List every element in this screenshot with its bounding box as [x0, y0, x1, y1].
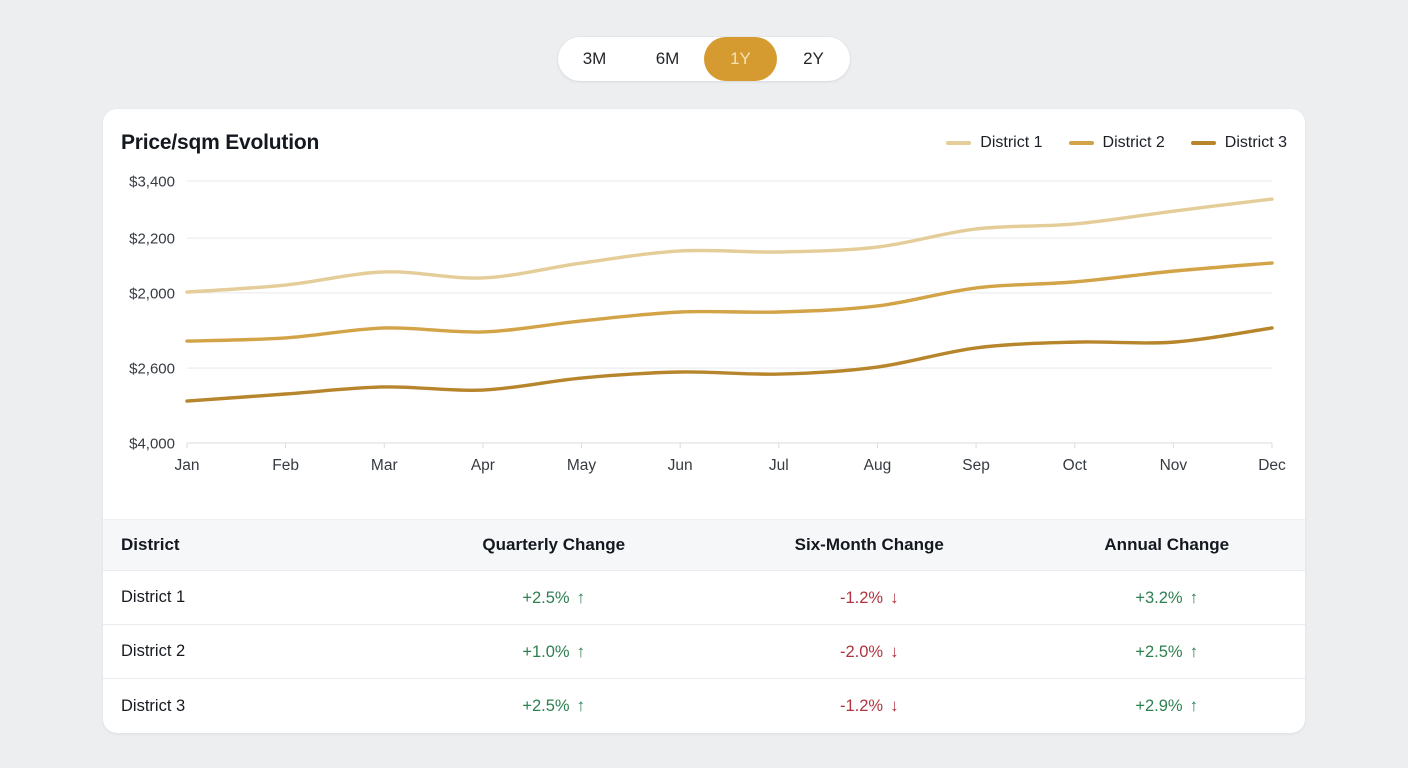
table-header-six-month: Six-Month Change	[794, 535, 944, 554]
x-axis-label: Feb	[272, 457, 299, 474]
legend-item-district-1: District 1	[946, 134, 1043, 152]
trend-up-icon: ↑	[576, 696, 586, 715]
x-axis-label: Jul	[769, 457, 789, 474]
legend-swatch-district-2	[1068, 141, 1094, 145]
change-value: +2.5% ↑	[1135, 641, 1199, 661]
table-header-annual: Annual Change	[1104, 535, 1230, 554]
six-month-change-cell: -1.2% ↓	[710, 588, 1029, 608]
annual-change-cell: +2.9% ↑	[1029, 696, 1305, 716]
change-text: +1.0%	[522, 642, 570, 661]
table-header-quarterly: Quarterly Change	[482, 535, 626, 554]
legend-label-district-1: District 1	[980, 134, 1043, 151]
timeframe-2y-button[interactable]: 2Y	[777, 37, 850, 81]
table-row-district-3: District 3 +2.5% ↑ -1.2% ↓ +2.9% ↑	[103, 679, 1305, 733]
change-text: +2.5%	[522, 697, 570, 715]
change-value: +2.5% ↑	[522, 587, 586, 607]
y-axis-label: $3,400	[129, 174, 175, 191]
trend-up-icon: ↑	[1189, 587, 1199, 607]
district-name: District 2	[121, 642, 186, 660]
change-text: -1.2%	[839, 588, 884, 607]
trend-down-icon: ↓	[890, 696, 899, 715]
change-value: +2.9% ↑	[1135, 696, 1199, 715]
change-text: +2.5%	[522, 588, 570, 607]
trend-up-icon: ↑	[1189, 641, 1199, 661]
trend-up-icon: ↑	[1189, 696, 1199, 715]
annual-change-cell: +2.5% ↑	[1029, 642, 1305, 662]
trend-down-icon: ↓	[890, 641, 899, 661]
table-header-row: District Quarterly Change Six-Month Chan…	[103, 519, 1305, 571]
x-axis-label: Apr	[471, 457, 495, 474]
x-axis-label: Mar	[371, 457, 398, 474]
legend-swatch-district-1	[946, 141, 972, 145]
x-axis-label: Sep	[962, 457, 990, 474]
y-axis-label: $2,200	[129, 231, 175, 248]
timeframe-1y-button[interactable]: 1Y	[704, 37, 777, 81]
x-axis-label: Jun	[668, 457, 693, 474]
table-row-district-2: District 2 +1.0% ↑ -2.0% ↓ +2.5% ↑	[103, 625, 1305, 679]
chart-legend: District 1 District 2 District 3	[946, 134, 1287, 152]
quarterly-change-cell: +2.5% ↑	[397, 696, 710, 716]
change-value: +3.2% ↑	[1135, 587, 1199, 607]
y-axis-label: $2,000	[129, 285, 175, 302]
quarterly-change-cell: +1.0% ↑	[397, 642, 710, 662]
trend-up-icon: ↑	[576, 641, 586, 661]
x-axis-label: Nov	[1160, 457, 1188, 474]
change-text: +2.5%	[1135, 642, 1183, 661]
change-text: +2.9%	[1135, 697, 1183, 715]
chart-section: Price/sqm Evolution District 1 District …	[103, 125, 1305, 519]
trend-down-icon: ↓	[890, 587, 899, 607]
quarterly-change-cell: +2.5% ↑	[397, 588, 710, 608]
change-value: +1.0% ↑	[522, 641, 586, 661]
change-value: -1.2% ↓	[839, 587, 899, 607]
change-value: -1.2% ↓	[839, 696, 899, 715]
chart-header: Price/sqm Evolution District 1 District …	[103, 125, 1305, 161]
legend-label-district-2: District 2	[1102, 134, 1165, 151]
timeframe-selector: 3M 6M 1Y 2Y	[558, 37, 850, 81]
six-month-change-cell: -1.2% ↓	[710, 696, 1029, 716]
annual-change-cell: +3.2% ↑	[1029, 588, 1305, 608]
series-line-district-3	[185, 326, 1274, 403]
y-axis-label: $4,000	[129, 436, 175, 453]
change-text: -2.0%	[839, 642, 884, 661]
change-value: -2.0% ↓	[839, 641, 899, 661]
district-name: District 1	[121, 588, 186, 606]
table-header-district: District	[121, 535, 180, 554]
district-name: District 3	[121, 696, 186, 715]
page: 3M 6M 1Y 2Y Price/sqm Evolution District…	[0, 37, 1408, 733]
change-text: -1.2%	[839, 697, 884, 715]
x-axis-label: Aug	[864, 457, 892, 474]
x-axis-label: Dec	[1258, 457, 1286, 474]
legend-item-district-2: District 2	[1068, 134, 1165, 152]
change-text: +3.2%	[1135, 588, 1183, 607]
x-axis-label: Oct	[1063, 457, 1088, 474]
legend-swatch-district-3	[1190, 141, 1216, 145]
trend-up-icon: ↑	[576, 587, 586, 607]
change-value: +2.5% ↑	[522, 696, 586, 715]
series-line-district-1	[185, 197, 1274, 294]
y-axis-label: $2,600	[129, 361, 175, 378]
legend-item-district-3: District 3	[1190, 134, 1287, 152]
table-row-district-1: District 1 +2.5% ↑ -1.2% ↓ +3.2% ↑	[103, 571, 1305, 625]
series-line-district-2	[185, 261, 1274, 343]
legend-label-district-3: District 3	[1224, 134, 1287, 151]
six-month-change-cell: -2.0% ↓	[710, 642, 1029, 662]
x-axis-label: Jan	[175, 457, 200, 474]
x-axis-label: May	[567, 457, 597, 474]
price-evolution-card: Price/sqm Evolution District 1 District …	[103, 109, 1305, 733]
timeframe-3m-button[interactable]: 3M	[558, 37, 631, 81]
timeframe-6m-button[interactable]: 6M	[631, 37, 704, 81]
district-change-table: District Quarterly Change Six-Month Chan…	[103, 519, 1305, 733]
chart-title: Price/sqm Evolution	[121, 131, 320, 154]
